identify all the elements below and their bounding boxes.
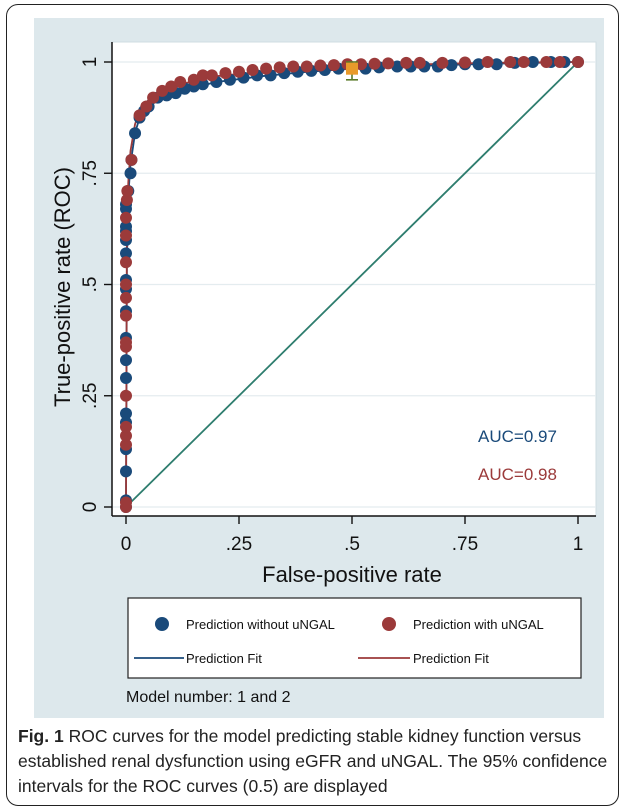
y-tick-label-1: .25 — [80, 383, 101, 409]
point-s1-1 — [120, 496, 132, 509]
point-s1-21 — [165, 80, 178, 93]
point-s1-20 — [156, 84, 169, 97]
point-s1-7 — [120, 336, 132, 349]
y-ticks: 0 .25 .5 .75 1 — [80, 57, 112, 513]
point-s1-22 — [174, 76, 187, 89]
point-s1-46 — [540, 56, 553, 68]
x-tick-label-2: .5 — [344, 534, 360, 555]
point-s1-33 — [314, 59, 327, 72]
point-s1-36 — [355, 58, 368, 71]
x-tick-label-3: .75 — [452, 534, 478, 555]
x-tick-label-0: 0 — [121, 534, 132, 555]
legend-fit-label-without-ungal: Prediction Fit — [186, 651, 262, 666]
legend-label-without-ungal: Prediction without uNGAL — [186, 617, 335, 632]
ci-marker — [346, 62, 358, 75]
legend-marker-without-ungal — [155, 617, 169, 631]
y-tick-label-0: 0 — [80, 502, 101, 513]
x-tick-label-4: 1 — [573, 534, 584, 555]
point-s1-40 — [413, 56, 426, 69]
point-s0-50 — [472, 58, 485, 71]
point-s1-17 — [133, 109, 146, 122]
auc-label-with-ungal: AUC=0.98 — [478, 465, 557, 484]
plot-area — [111, 41, 597, 517]
point-s1-24 — [196, 69, 209, 82]
point-s1-10 — [120, 278, 132, 291]
point-s1-12 — [120, 229, 132, 242]
point-s1-45 — [517, 56, 530, 68]
data-points — [120, 56, 584, 513]
point-s1-29 — [260, 62, 273, 75]
point-s1-14 — [120, 193, 133, 206]
legend-label-with-ungal: Prediction with uNGAL — [413, 617, 544, 632]
point-s1-30 — [273, 61, 286, 74]
legend-box — [127, 597, 582, 679]
legend-fit-label-with-ungal: Prediction Fit — [413, 651, 489, 666]
reference-line — [125, 61, 579, 508]
point-s1-43 — [481, 56, 494, 68]
x-ticks: 0 .25 .5 .75 1 — [121, 516, 584, 555]
y-tick-label-4: 1 — [80, 57, 101, 68]
confidence-interval — [346, 61, 358, 81]
point-s1-3 — [120, 429, 132, 442]
roc-chart: 0 .25 .5 .75 1 0 .25 .5 .75 1 False-positive rat… — [34, 18, 604, 718]
x-axis-label: False-positive rate — [262, 562, 442, 587]
point-s0-5 — [120, 407, 132, 420]
y-tick-label-2: .5 — [80, 277, 101, 293]
point-s1-2 — [120, 438, 132, 451]
point-s0-19 — [124, 167, 137, 180]
caption-label: Fig. 1 — [18, 726, 64, 746]
point-s1-4 — [120, 420, 132, 433]
point-s1-39 — [400, 56, 413, 69]
x-tick-label-1: .25 — [226, 534, 252, 555]
point-s1-42 — [459, 56, 471, 69]
point-s1-44 — [504, 56, 517, 68]
point-s1-23 — [187, 73, 200, 86]
figure-caption: Fig. 1 ROC curves for the model predicti… — [18, 724, 608, 799]
point-s1-25 — [205, 69, 218, 82]
point-s1-48 — [572, 56, 584, 68]
legend-marker-with-ungal — [382, 617, 396, 631]
point-s0-2 — [120, 465, 132, 478]
y-tick-label-3: .75 — [80, 160, 101, 186]
point-s0-7 — [120, 354, 132, 367]
point-s0-53 — [526, 56, 539, 68]
point-s1-28 — [246, 64, 259, 77]
point-s1-31 — [287, 60, 300, 73]
point-s1-16 — [125, 153, 138, 166]
point-s1-11 — [120, 256, 132, 269]
caption-text: ROC curves for the model predicting stab… — [18, 726, 608, 796]
legend: Prediction without uNGAL Prediction with… — [127, 597, 582, 679]
point-s1-9 — [120, 291, 132, 304]
point-s1-47 — [553, 56, 566, 68]
point-s1-19 — [147, 91, 160, 104]
model-note: Model number: 1 and 2 — [126, 689, 291, 706]
point-s1-26 — [219, 67, 232, 80]
point-s1-34 — [327, 59, 340, 72]
point-s0-21 — [129, 127, 142, 140]
point-s1-15 — [121, 185, 134, 198]
point-s0-44 — [391, 60, 404, 73]
point-s1-13 — [120, 211, 132, 224]
point-s0-51 — [490, 58, 503, 71]
y-axis-label: True-positive rate (ROC) — [50, 167, 75, 407]
point-s0-12 — [120, 247, 132, 260]
point-s0-30 — [196, 78, 209, 91]
point-s1-18 — [140, 100, 153, 113]
point-s1-8 — [120, 309, 132, 322]
point-s0-6 — [120, 371, 132, 384]
point-s1-5 — [120, 389, 132, 402]
point-s1-38 — [382, 57, 395, 70]
point-s1-37 — [368, 57, 381, 70]
point-s1-27 — [233, 65, 245, 78]
point-s1-41 — [436, 56, 449, 69]
point-s0-15 — [120, 220, 132, 233]
point-s0-48 — [445, 59, 458, 72]
auc-label-without-ungal: AUC=0.97 — [478, 427, 557, 446]
point-s1-32 — [300, 60, 313, 73]
